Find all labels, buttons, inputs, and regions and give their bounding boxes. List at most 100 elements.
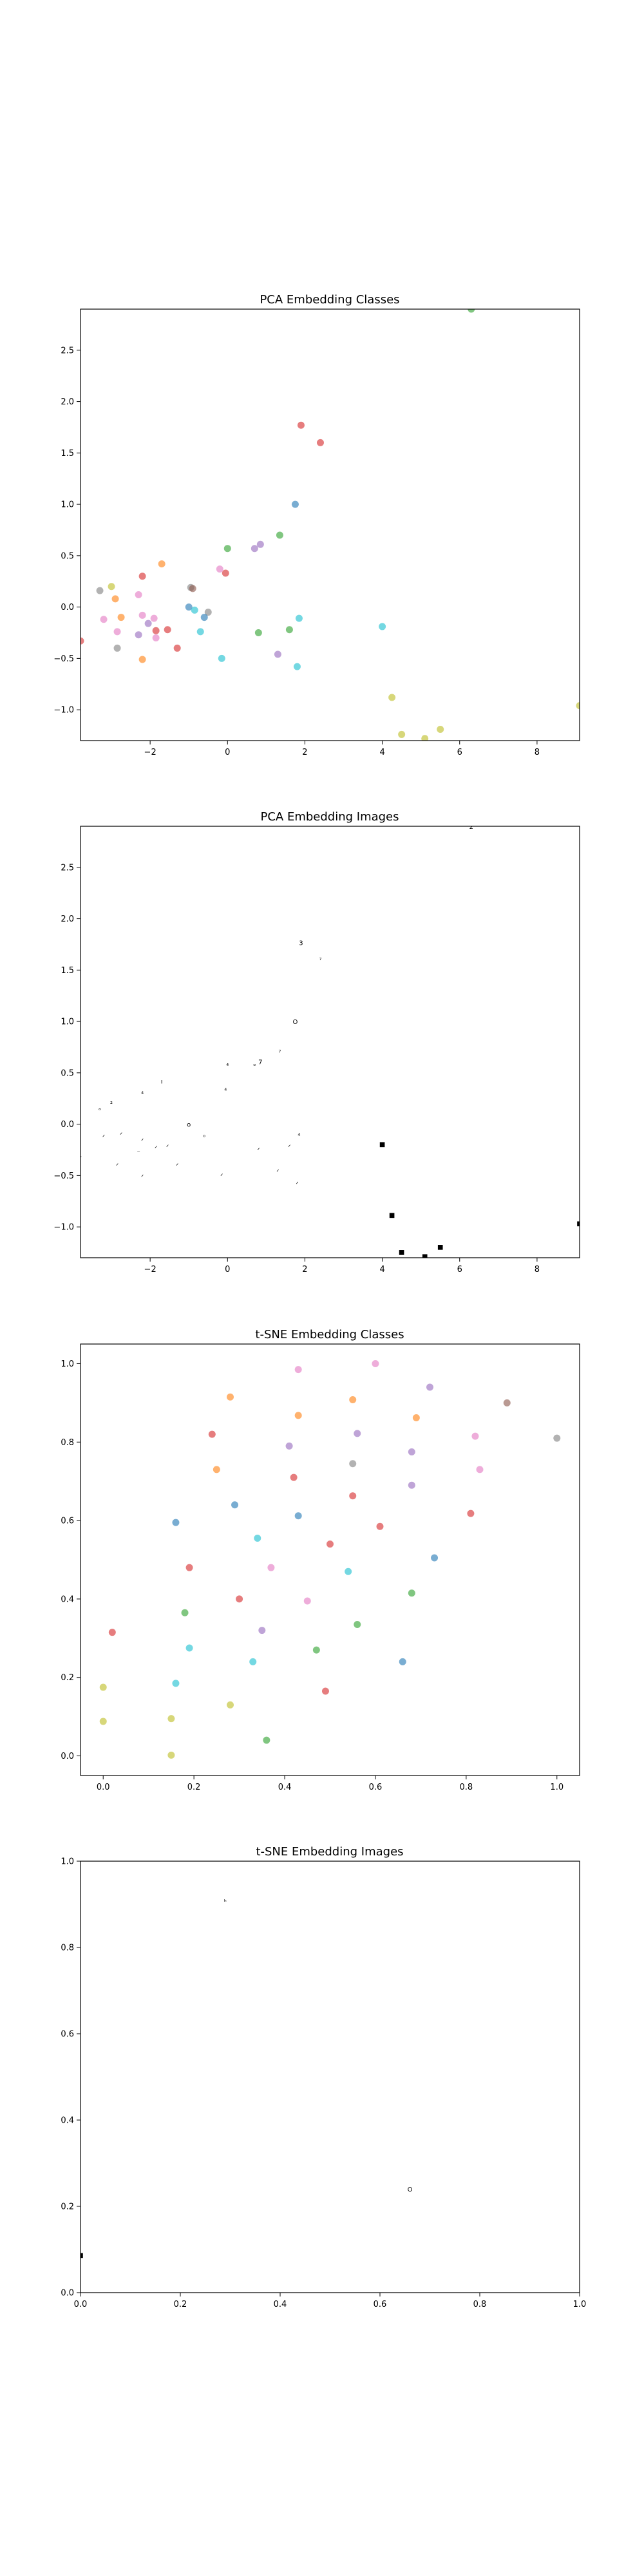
x-tick-label: 0.2 <box>174 2300 187 2309</box>
y-tick-label: 0.0 <box>61 603 74 612</box>
image-glyph: O <box>292 1019 298 1026</box>
x-tick-label: 0.4 <box>274 2300 287 2309</box>
axis-ticks: 0.0 0.2 0.4 0.6 0.8 1.0 0.0 0.2 0.4 0.6 0.8 1.0 <box>61 1857 586 2310</box>
scatter-point <box>294 1366 302 1374</box>
x-tick-label: 1.0 <box>550 1783 564 1792</box>
y-tick-label: 0.5 <box>61 1068 74 1078</box>
y-tick-label: 0.0 <box>61 1120 74 1130</box>
image-glyph: ² <box>110 1101 113 1108</box>
scatter-point <box>294 1512 302 1520</box>
scatter-point <box>421 735 429 741</box>
scatter-point <box>437 725 444 733</box>
scatter-point <box>285 626 293 634</box>
y-tick-label: −1.0 <box>53 1223 74 1233</box>
y-tick-label: 0.2 <box>61 2202 74 2212</box>
image-glyph: ₕ <box>224 1897 227 1904</box>
plot-frame <box>80 1343 580 1776</box>
scatter-point <box>150 614 158 622</box>
scatter-point <box>144 620 152 627</box>
scatter-point <box>172 1680 180 1687</box>
image-glyph: ₒ <box>99 1105 101 1112</box>
axis-ticks: −2 0 2 4 6 8 −1.0 −0.5 0.0 0.5 1.0 1.5 2.0 2.5 <box>53 863 540 1274</box>
scatter-point <box>476 1466 484 1473</box>
scatter-point <box>113 628 121 636</box>
scatter-point <box>349 1396 357 1403</box>
image-glyph: ı <box>161 1079 163 1086</box>
image-glyph: ■ <box>437 1244 443 1251</box>
plot-frame <box>80 826 580 1258</box>
scatter-point <box>158 560 166 568</box>
scatter-point <box>164 626 171 634</box>
scatter-point <box>173 644 181 652</box>
scatter-point <box>321 1687 329 1695</box>
plot-frame <box>80 1861 580 2293</box>
scatter-point <box>108 583 115 591</box>
scatter-point <box>135 631 142 639</box>
image-glyph: o <box>187 1122 191 1129</box>
image-glyph: ᐟ <box>288 1144 290 1151</box>
y-tick-label: 0.6 <box>61 2030 74 2040</box>
y-tick-label: 0.8 <box>61 1438 74 1448</box>
scatter-point <box>327 1540 334 1548</box>
y-tick-label: 1.5 <box>61 966 74 976</box>
scatter-point <box>236 1595 243 1603</box>
scatter-point <box>372 1359 379 1367</box>
scatter-point <box>258 1627 266 1634</box>
y-tick-label: 1.0 <box>61 500 74 510</box>
scatter-point <box>152 627 160 634</box>
scatter-point <box>293 663 301 670</box>
y-tick-label: −1.0 <box>53 706 74 715</box>
scatter-point <box>294 1412 302 1419</box>
image-glyph: ⁷ <box>319 957 321 964</box>
x-tick-label: 6 <box>457 748 462 757</box>
image-glyph: ᐟ <box>296 1181 298 1188</box>
chart-pca-classes: PCA Embedding Classes −2 0 2 4 6 8 −1.0 −0.5 0.0… <box>53 293 580 757</box>
image-glyph: 2 <box>469 824 473 831</box>
scatter-point <box>254 1535 261 1542</box>
scatter-point <box>108 1629 116 1636</box>
scatter-point <box>135 591 142 598</box>
scatter-point <box>376 1522 384 1530</box>
scatter-point <box>152 634 160 641</box>
scatter-point <box>227 1393 234 1401</box>
y-tick-label: 2.0 <box>61 397 74 407</box>
scatter-point <box>471 1432 479 1440</box>
scatter-point <box>467 1510 475 1517</box>
x-tick-label: 2 <box>302 1265 307 1274</box>
image-glyph: ᐟ <box>166 1144 169 1151</box>
scatter-point <box>227 1701 234 1709</box>
image-glyph: ᐟ <box>155 1145 157 1152</box>
scatter-point <box>213 1466 220 1473</box>
chart-title: PCA Embedding Images <box>260 810 399 824</box>
x-tick-label: 4 <box>379 1265 384 1274</box>
x-tick-label: 1.0 <box>573 2300 587 2309</box>
image-glyph: ⁻ <box>137 1150 140 1157</box>
scatter-point <box>204 609 212 616</box>
image-glyph: ⁴ <box>224 1088 227 1095</box>
image-glyph: ᐟ <box>79 1155 82 1162</box>
image-glyph: ₒ <box>203 1132 205 1139</box>
image-glyph: ᐟ <box>257 1148 260 1155</box>
x-tick-label: 0.2 <box>187 1783 201 1792</box>
x-tick-label: 8 <box>535 1265 540 1274</box>
scatter-point <box>431 1554 439 1562</box>
image-glyph: ᐟ <box>141 1138 144 1145</box>
scatter-point <box>276 531 283 539</box>
y-tick-label: 2.5 <box>61 346 74 355</box>
scatter-point <box>503 1399 511 1406</box>
scatter-points <box>99 1359 561 1759</box>
scatter-point <box>468 309 475 313</box>
image-glyph: ⁷ <box>278 1050 281 1057</box>
scatter-point <box>96 587 104 594</box>
image-glyph: ■ <box>379 1141 385 1148</box>
scatter-point <box>290 1473 298 1481</box>
x-tick-label: 2 <box>302 748 307 757</box>
image-glyph: ■ <box>389 1212 395 1219</box>
scatter-point <box>80 637 84 645</box>
x-tick-label: 6 <box>457 1265 462 1274</box>
image-glyph: ᐟ <box>276 1169 279 1176</box>
scatter-point <box>218 654 225 662</box>
image-glyph: ᐟ <box>120 1132 122 1139</box>
